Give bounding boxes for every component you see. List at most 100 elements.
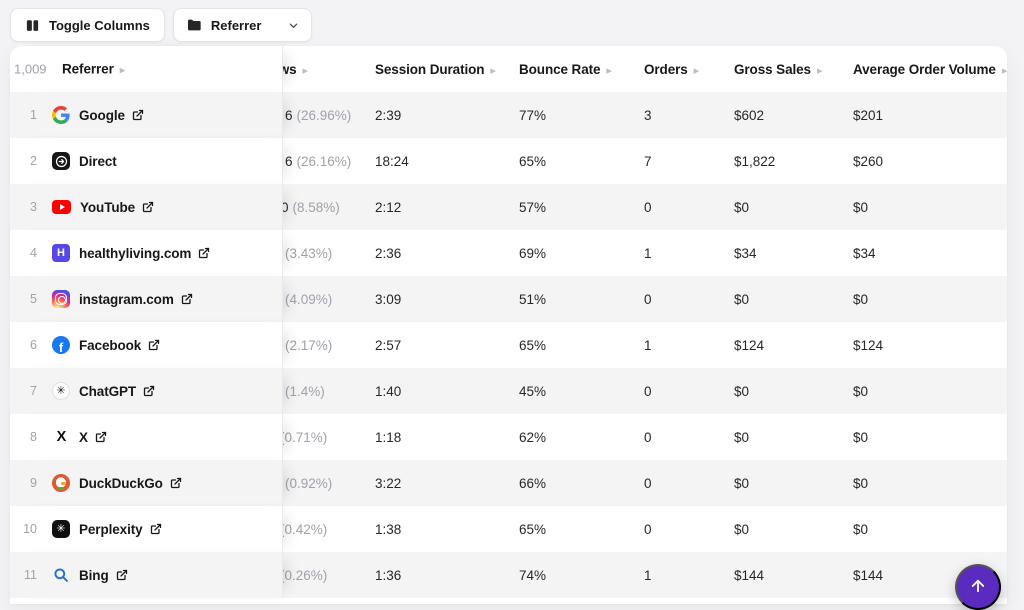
referrer-filter-dropdown[interactable]: Referrer bbox=[172, 8, 312, 42]
column-header-avg-order-volume[interactable]: Average Order Volume bbox=[843, 46, 1007, 92]
bounce-rate-cell: 65% bbox=[519, 521, 547, 537]
table-row[interactable]: 11 Bing (0.26%) 1:36 74% 1 $144 $144 bbox=[10, 552, 1007, 598]
session-duration-cell: 2:36 bbox=[375, 245, 402, 261]
scroll-to-top-button[interactable] bbox=[955, 564, 1001, 610]
youtube-favicon bbox=[52, 198, 71, 216]
referrer-cell: 1 Google bbox=[10, 92, 283, 138]
orders-cell: 3 bbox=[644, 107, 652, 123]
sort-arrow-icon[interactable] bbox=[484, 62, 495, 77]
table-body: 1 Google 6 (26.96%) 2:39 77% 3 $602 $201 … bbox=[10, 92, 1007, 598]
row-rank: 3 bbox=[30, 200, 37, 214]
gross-sales-cell: $1,822 bbox=[734, 153, 776, 169]
column-header-bounce-rate[interactable]: Bounce Rate bbox=[509, 46, 634, 92]
bounce-rate-cell: 45% bbox=[519, 383, 547, 399]
bounce-rate-column-label: Bounce Rate bbox=[519, 61, 601, 77]
orders-cell: 0 bbox=[644, 521, 652, 537]
sort-arrow-icon[interactable] bbox=[688, 62, 699, 77]
sort-arrow-icon[interactable] bbox=[811, 62, 822, 77]
columns-icon bbox=[25, 18, 40, 33]
views-cell: (1.4%) bbox=[285, 383, 325, 399]
referrer-name: DuckDuckGo bbox=[79, 475, 163, 491]
referrer-name: Google bbox=[79, 107, 125, 123]
referrer-name: YouTube bbox=[80, 199, 136, 215]
table-row[interactable]: 7 ChatGPT (1.4%) 1:40 45% 0 $0 $0 bbox=[10, 368, 1007, 414]
referrer-name: Direct bbox=[79, 153, 117, 169]
sort-arrow-icon[interactable] bbox=[114, 62, 125, 77]
direct-favicon bbox=[52, 152, 70, 170]
external-link-icon[interactable] bbox=[170, 477, 182, 489]
gross-sales-cell: $0 bbox=[734, 475, 750, 491]
avg-order-volume-cell: $34 bbox=[853, 245, 876, 261]
orders-cell: 1 bbox=[644, 337, 652, 353]
referrer-name: X bbox=[79, 429, 88, 445]
session-duration-cell: 3:22 bbox=[375, 475, 402, 491]
referrer-cell: 2 Direct bbox=[10, 138, 283, 184]
table-row[interactable]: 6 Facebook (2.17%) 2:57 65% 1 $124 $124 bbox=[10, 322, 1007, 368]
bounce-rate-cell: 65% bbox=[519, 153, 547, 169]
column-header-referrer[interactable]: 1,009 Referrer bbox=[10, 46, 283, 92]
avg-order-volume-cell: $0 bbox=[853, 429, 869, 445]
table-row[interactable]: 9 DuckDuckGo (0.92%) 3:22 66% 0 $0 $0 bbox=[10, 460, 1007, 506]
orders-cell: 0 bbox=[644, 383, 652, 399]
row-rank: 10 bbox=[23, 522, 37, 536]
table-row[interactable]: 5 instagram.com (4.09%) 3:09 51% 0 $0 $0 bbox=[10, 276, 1007, 322]
toggle-columns-label: Toggle Columns bbox=[49, 17, 150, 33]
external-link-icon[interactable] bbox=[150, 523, 162, 535]
referrer-cell: 11 Bing bbox=[10, 552, 283, 598]
avg-order-volume-cell: $144 bbox=[853, 567, 884, 583]
chatgpt-favicon bbox=[52, 382, 70, 400]
sort-arrow-icon[interactable] bbox=[996, 62, 1007, 77]
table-row[interactable]: 1 Google 6 (26.96%) 2:39 77% 3 $602 $201 bbox=[10, 92, 1007, 138]
row-rank: 9 bbox=[30, 476, 37, 490]
gross-sales-cell: $602 bbox=[734, 107, 765, 123]
row-rank: 7 bbox=[30, 384, 37, 398]
referrer-column-label: Referrer bbox=[62, 61, 114, 77]
bounce-rate-cell: 57% bbox=[519, 199, 547, 215]
views-cell: (0.92%) bbox=[285, 475, 333, 491]
orders-cell: 1 bbox=[644, 245, 652, 261]
toggle-columns-button[interactable]: Toggle Columns bbox=[10, 8, 165, 42]
external-link-icon[interactable] bbox=[132, 109, 144, 121]
referrer-name: ChatGPT bbox=[79, 383, 137, 399]
external-link-icon[interactable] bbox=[143, 385, 155, 397]
x-favicon bbox=[52, 428, 70, 446]
gross-sales-cell: $34 bbox=[734, 245, 757, 261]
healthyliving-favicon bbox=[52, 244, 70, 262]
referrer-cell: 4 healthyliving.com bbox=[10, 230, 283, 276]
gross-sales-cell: $144 bbox=[734, 567, 765, 583]
duckduckgo-favicon bbox=[52, 474, 70, 492]
sort-arrow-icon[interactable] bbox=[600, 62, 611, 77]
session-duration-cell: 18:24 bbox=[375, 153, 409, 169]
orders-cell: 7 bbox=[644, 153, 652, 169]
views-cell: (4.09%) bbox=[285, 291, 333, 307]
orders-cell: 0 bbox=[644, 429, 652, 445]
referrer-table: 1,009 Referrer Views Session Duration Bo… bbox=[10, 46, 1007, 604]
table-row[interactable]: 10 Perplexity (0.42%) 1:38 65% 0 $0 $0 bbox=[10, 506, 1007, 552]
referrer-cell: 9 DuckDuckGo bbox=[10, 460, 283, 506]
external-link-icon[interactable] bbox=[148, 339, 160, 351]
referrer-cell: 3 YouTube bbox=[10, 184, 283, 230]
gross-sales-cell: $0 bbox=[734, 429, 750, 445]
views-cell: 0 (8.58%) bbox=[281, 199, 340, 215]
external-link-icon[interactable] bbox=[142, 201, 154, 213]
external-link-icon[interactable] bbox=[198, 247, 210, 259]
row-rank: 1 bbox=[30, 108, 37, 122]
column-header-gross-sales[interactable]: Gross Sales bbox=[724, 46, 843, 92]
sort-arrow-icon[interactable] bbox=[297, 62, 308, 77]
bounce-rate-cell: 69% bbox=[519, 245, 547, 261]
external-link-icon[interactable] bbox=[116, 569, 128, 581]
column-header-orders[interactable]: Orders bbox=[634, 46, 724, 92]
external-link-icon[interactable] bbox=[181, 293, 193, 305]
session-duration-cell: 2:39 bbox=[375, 107, 402, 123]
google-favicon bbox=[52, 106, 70, 124]
table-row[interactable]: 3 YouTube 0 (8.58%) 2:12 57% 0 $0 $0 bbox=[10, 184, 1007, 230]
referrer-name: Facebook bbox=[79, 337, 142, 353]
gross-sales-column-label: Gross Sales bbox=[734, 61, 811, 77]
external-link-icon[interactable] bbox=[95, 431, 107, 443]
column-header-session-duration[interactable]: Session Duration bbox=[365, 46, 509, 92]
table-row[interactable]: 4 healthyliving.com (3.43%) 2:36 69% 1 $… bbox=[10, 230, 1007, 276]
column-header-views[interactable]: Views bbox=[259, 46, 365, 92]
table-row[interactable]: 2 Direct 6 (26.16%) 18:24 65% 7 $1,822 $2… bbox=[10, 138, 1007, 184]
session-duration-cell: 1:40 bbox=[375, 383, 402, 399]
table-row[interactable]: 8 X (0.71%) 1:18 62% 0 $0 $0 bbox=[10, 414, 1007, 460]
